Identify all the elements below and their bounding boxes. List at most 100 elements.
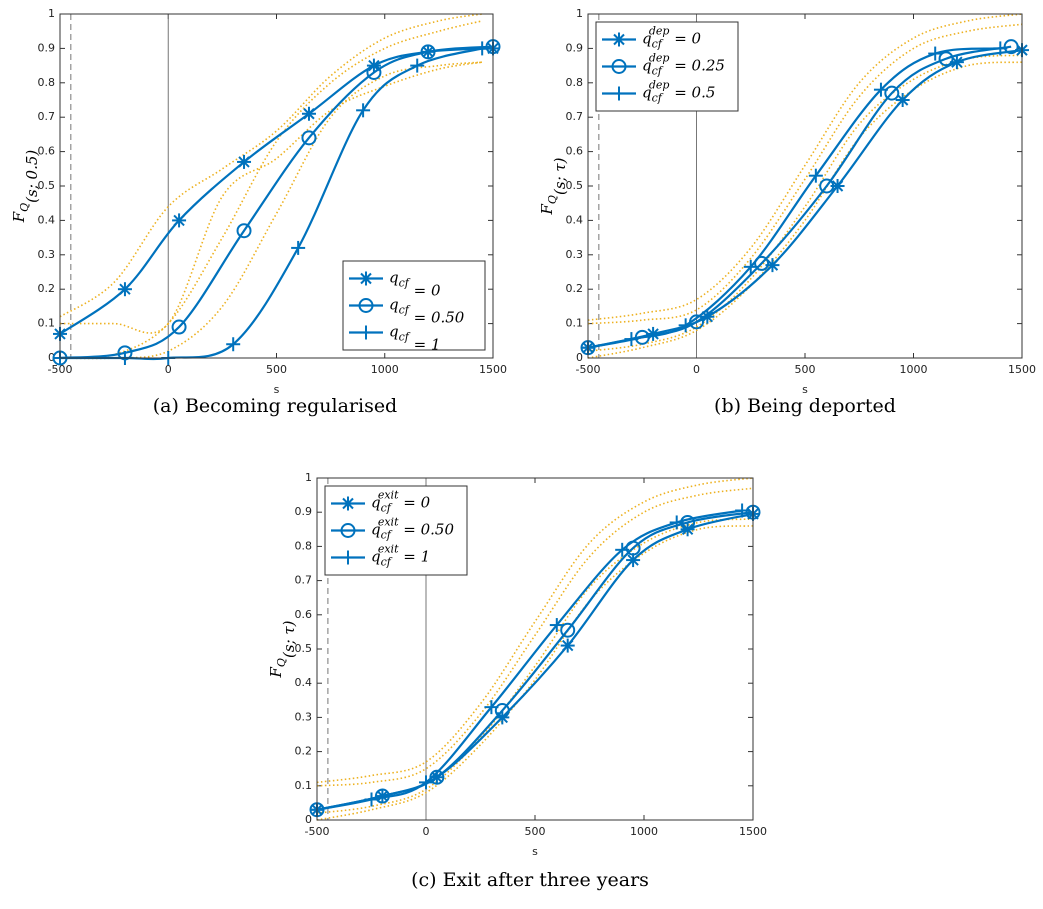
legend-label: qcfexit = 0 (371, 489, 431, 515)
marker-shape (342, 497, 354, 510)
marker-shape (819, 178, 835, 194)
y-tick-label: 0.8 (295, 539, 313, 552)
y-tick-label: 0.3 (566, 248, 584, 261)
marker-shape (611, 59, 627, 74)
marker (678, 318, 693, 333)
y-tick-label: 0.5 (295, 642, 313, 655)
marker (549, 618, 564, 633)
y-tick-label: 0.2 (295, 745, 313, 758)
marker (358, 298, 374, 313)
x-tick-label: 500 (266, 363, 287, 376)
marker (611, 59, 627, 74)
marker (494, 703, 510, 719)
y-axis-label: FQ(s; τ) (267, 620, 298, 678)
marker (612, 86, 626, 101)
axes-box (59, 13, 494, 359)
marker (301, 106, 316, 121)
marker (172, 213, 187, 228)
y-tick-label: 1 (48, 7, 55, 20)
series-line (587, 49, 1023, 349)
y-tick-label: 0.1 (38, 317, 56, 330)
axes-box (587, 13, 1023, 359)
y-tick-label: 0.2 (38, 282, 56, 295)
y-tick-label: 0.3 (295, 710, 313, 723)
marker (560, 622, 576, 638)
marker (626, 553, 641, 568)
marker-shape (766, 259, 779, 271)
series-line (59, 45, 494, 360)
marker (895, 93, 910, 107)
y-tick-label: 0.4 (295, 676, 313, 689)
x-tick-label: -500 (576, 363, 601, 376)
y-tick-label: 0.8 (566, 76, 584, 89)
x-tick-label: -500 (48, 363, 73, 376)
y-tick-label: 0.5 (38, 179, 56, 192)
band-line (316, 477, 754, 784)
marker (735, 503, 750, 518)
y-tick-label: 0.1 (566, 317, 584, 330)
x-tick-label: -500 (305, 825, 330, 838)
band-line (316, 487, 754, 787)
marker (410, 58, 425, 73)
marker-shape (896, 94, 909, 106)
x-tick-label: 1500 (479, 363, 507, 376)
x-tick-label: 500 (525, 825, 546, 838)
x-axis-label: s (274, 383, 280, 396)
legend-label: qcfexit = 0.50 (371, 516, 454, 542)
marker-shape (303, 108, 315, 120)
marker-shape (429, 769, 445, 785)
marker-shape (236, 223, 252, 239)
y-tick-label: 0.3 (38, 248, 56, 261)
chart: 00.10.20.30.40.50.60.70.80.91-500 0 500 100… (267, 471, 767, 891)
legend-label: qcf = 1 (389, 323, 441, 354)
marker-shape (560, 622, 576, 638)
y-tick-label: 0.7 (295, 574, 313, 587)
y-tick-label: 0.4 (566, 213, 584, 226)
marker (928, 46, 943, 61)
marker-shape (301, 130, 317, 146)
marker (117, 282, 132, 297)
legend-label: qcf = 0 (389, 269, 441, 300)
y-tick-label: 0.9 (38, 41, 56, 54)
marker (873, 82, 888, 97)
x-tick-label: 1000 (900, 363, 928, 376)
y-axis-label: FQ(s; 0.5) (10, 150, 41, 224)
y-tick-label: 0.7 (38, 110, 56, 123)
x-tick-label: 0 (423, 825, 430, 838)
marker (341, 550, 355, 565)
series-line (316, 511, 754, 811)
marker (1003, 39, 1019, 55)
marker (366, 64, 382, 80)
marker-shape (613, 33, 625, 46)
marker-shape (360, 272, 372, 285)
marker (171, 319, 187, 335)
y-tick-label: 0 (305, 813, 312, 826)
caption: (b) Being deported (714, 395, 896, 417)
x-tick-label: 1500 (739, 825, 767, 838)
marker-shape (358, 298, 374, 313)
x-tick-label: 0 (693, 363, 700, 376)
marker (420, 44, 436, 60)
y-tick-label: 0.1 (295, 779, 313, 792)
band-line (587, 23, 1023, 325)
marker-shape (173, 214, 185, 227)
marker (819, 178, 835, 194)
marker (237, 154, 252, 169)
marker-shape (831, 180, 844, 192)
y-tick-label: 0.7 (566, 110, 584, 123)
x-tick-label: 1000 (371, 363, 399, 376)
legend-label: qcfdep = 0 (642, 25, 702, 51)
x-axis-label: s (802, 383, 808, 396)
caption: (a) Becoming regularised (153, 395, 397, 417)
y-tick-label: 0.6 (295, 608, 313, 621)
y-tick-label: 0.8 (38, 76, 56, 89)
marker-shape (494, 703, 510, 719)
x-tick-label: 1500 (1008, 363, 1036, 376)
marker-shape (340, 523, 356, 538)
series-line (316, 509, 743, 811)
legend-label: qcfdep = 0.5 (642, 79, 715, 105)
